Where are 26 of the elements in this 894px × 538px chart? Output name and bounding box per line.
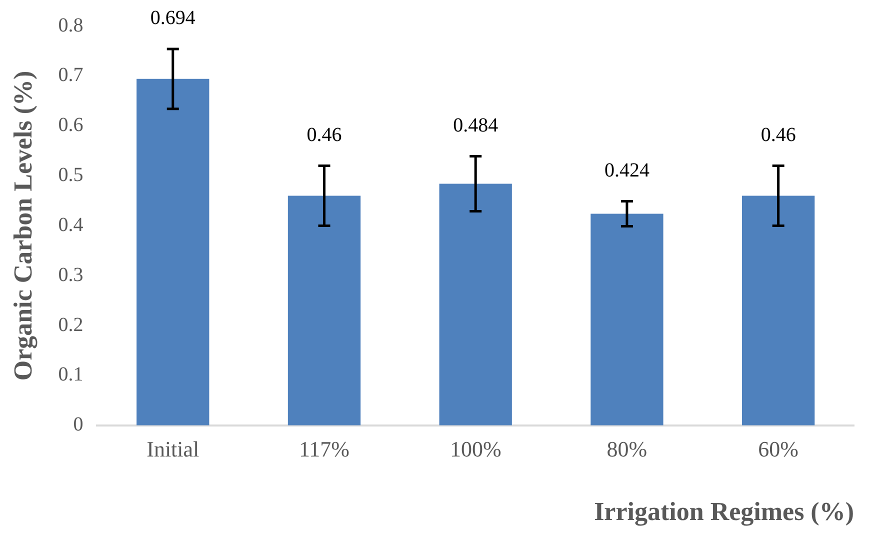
x-axis-title: Irrigation Regimes (%)	[594, 497, 854, 526]
y-axis-title: Organic Carbon Levels (%)	[8, 70, 38, 381]
y-tick-label: 0.6	[58, 114, 84, 136]
data-label: 0.46	[306, 124, 342, 146]
bar	[590, 214, 664, 426]
y-tick-label: 0	[73, 414, 84, 436]
y-tick-label: 0.1	[58, 364, 84, 386]
data-label: 0.484	[453, 114, 498, 137]
bar	[742, 196, 815, 426]
bar	[439, 184, 512, 426]
bar	[288, 196, 361, 426]
y-tick-label: 0.3	[58, 264, 84, 286]
data-label: 0.46	[760, 124, 796, 146]
x-tick-label: 80%	[606, 436, 648, 462]
y-tick-label: 0.2	[58, 314, 84, 336]
y-tick-label: 0.7	[58, 64, 84, 86]
x-tick-label: 60%	[758, 436, 798, 462]
y-tick-label: 0.8	[58, 14, 84, 36]
data-label: 0.424	[604, 159, 650, 182]
x-tick-label: 117%	[298, 436, 350, 462]
x-tick-label: Initial	[146, 436, 200, 462]
y-tick-label: 0.4	[58, 214, 84, 236]
x-tick-label: 100%	[450, 436, 502, 462]
data-label: 0.694	[150, 7, 196, 30]
bar	[136, 78, 210, 426]
y-tick-label: 0.5	[58, 164, 84, 186]
